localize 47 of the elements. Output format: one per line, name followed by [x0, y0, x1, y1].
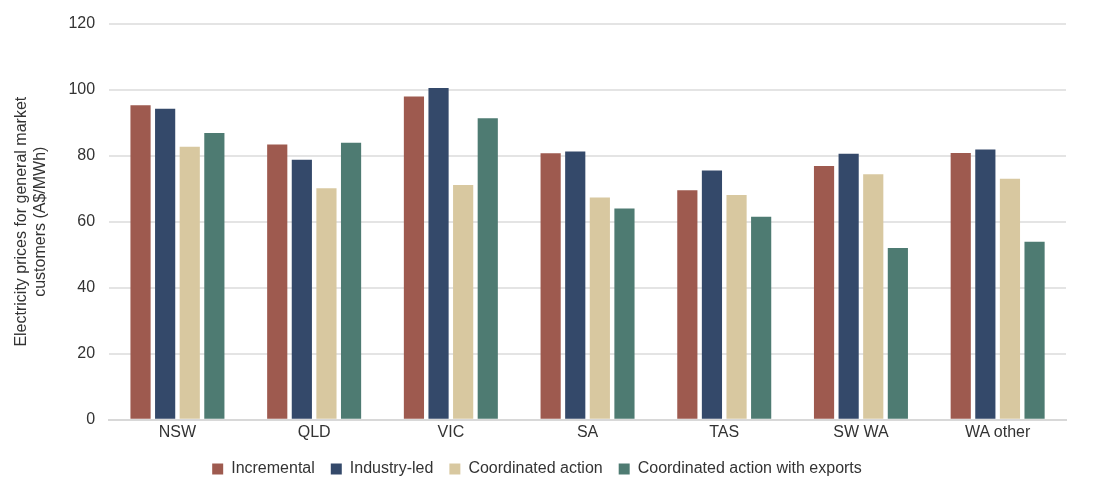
- y-tick-label: 60: [77, 212, 96, 230]
- bar: [403, 96, 425, 419]
- bar: [1024, 241, 1045, 419]
- x-tick-label: SA: [576, 422, 599, 440]
- bar: [614, 208, 635, 419]
- legend-label: Industry-led: [349, 459, 434, 477]
- bar: [863, 174, 884, 419]
- bar: [204, 132, 225, 419]
- bar: [477, 118, 498, 419]
- bar: [838, 153, 859, 419]
- bar: [291, 159, 312, 419]
- y-axis-title: Electricity prices for general market customers (A$/MWh): [12, 96, 49, 347]
- legend-label: Incremental: [231, 459, 315, 477]
- y-tick-label: 20: [77, 344, 96, 362]
- bar: [453, 185, 474, 419]
- bar: [589, 197, 610, 419]
- bar: [999, 178, 1021, 419]
- bar: [316, 188, 337, 419]
- bar: [726, 194, 747, 419]
- y-tick-label: 80: [77, 146, 96, 164]
- bar: [267, 144, 288, 419]
- bar: [950, 153, 971, 419]
- y-tick-label: 120: [68, 14, 96, 32]
- bar: [565, 151, 586, 419]
- bar: [155, 108, 176, 419]
- bar: [813, 165, 835, 419]
- bar: [130, 105, 151, 419]
- x-tick-label: SW WA: [833, 422, 889, 440]
- x-tick-label: NSW: [158, 422, 198, 440]
- bar: [701, 170, 723, 419]
- y-tick-label: 40: [77, 278, 96, 296]
- x-tick-label: WA other: [965, 422, 1031, 440]
- x-tick-label: VIC: [437, 422, 465, 440]
- y-tick-label: 0: [86, 410, 96, 428]
- bar: [179, 146, 200, 419]
- legend-label: Coordinated action with exports: [637, 459, 862, 477]
- y-tick-label: 100: [68, 80, 96, 98]
- x-tick-label: QLD: [297, 422, 331, 440]
- bar: [340, 142, 362, 419]
- bar: [887, 248, 908, 419]
- bar: [540, 153, 561, 419]
- legend-label: Coordinated action: [468, 459, 603, 477]
- x-tick-label: TAS: [709, 422, 740, 440]
- bar: [677, 190, 698, 419]
- bar: [751, 216, 772, 419]
- bar: [975, 149, 996, 419]
- bar: [428, 87, 449, 419]
